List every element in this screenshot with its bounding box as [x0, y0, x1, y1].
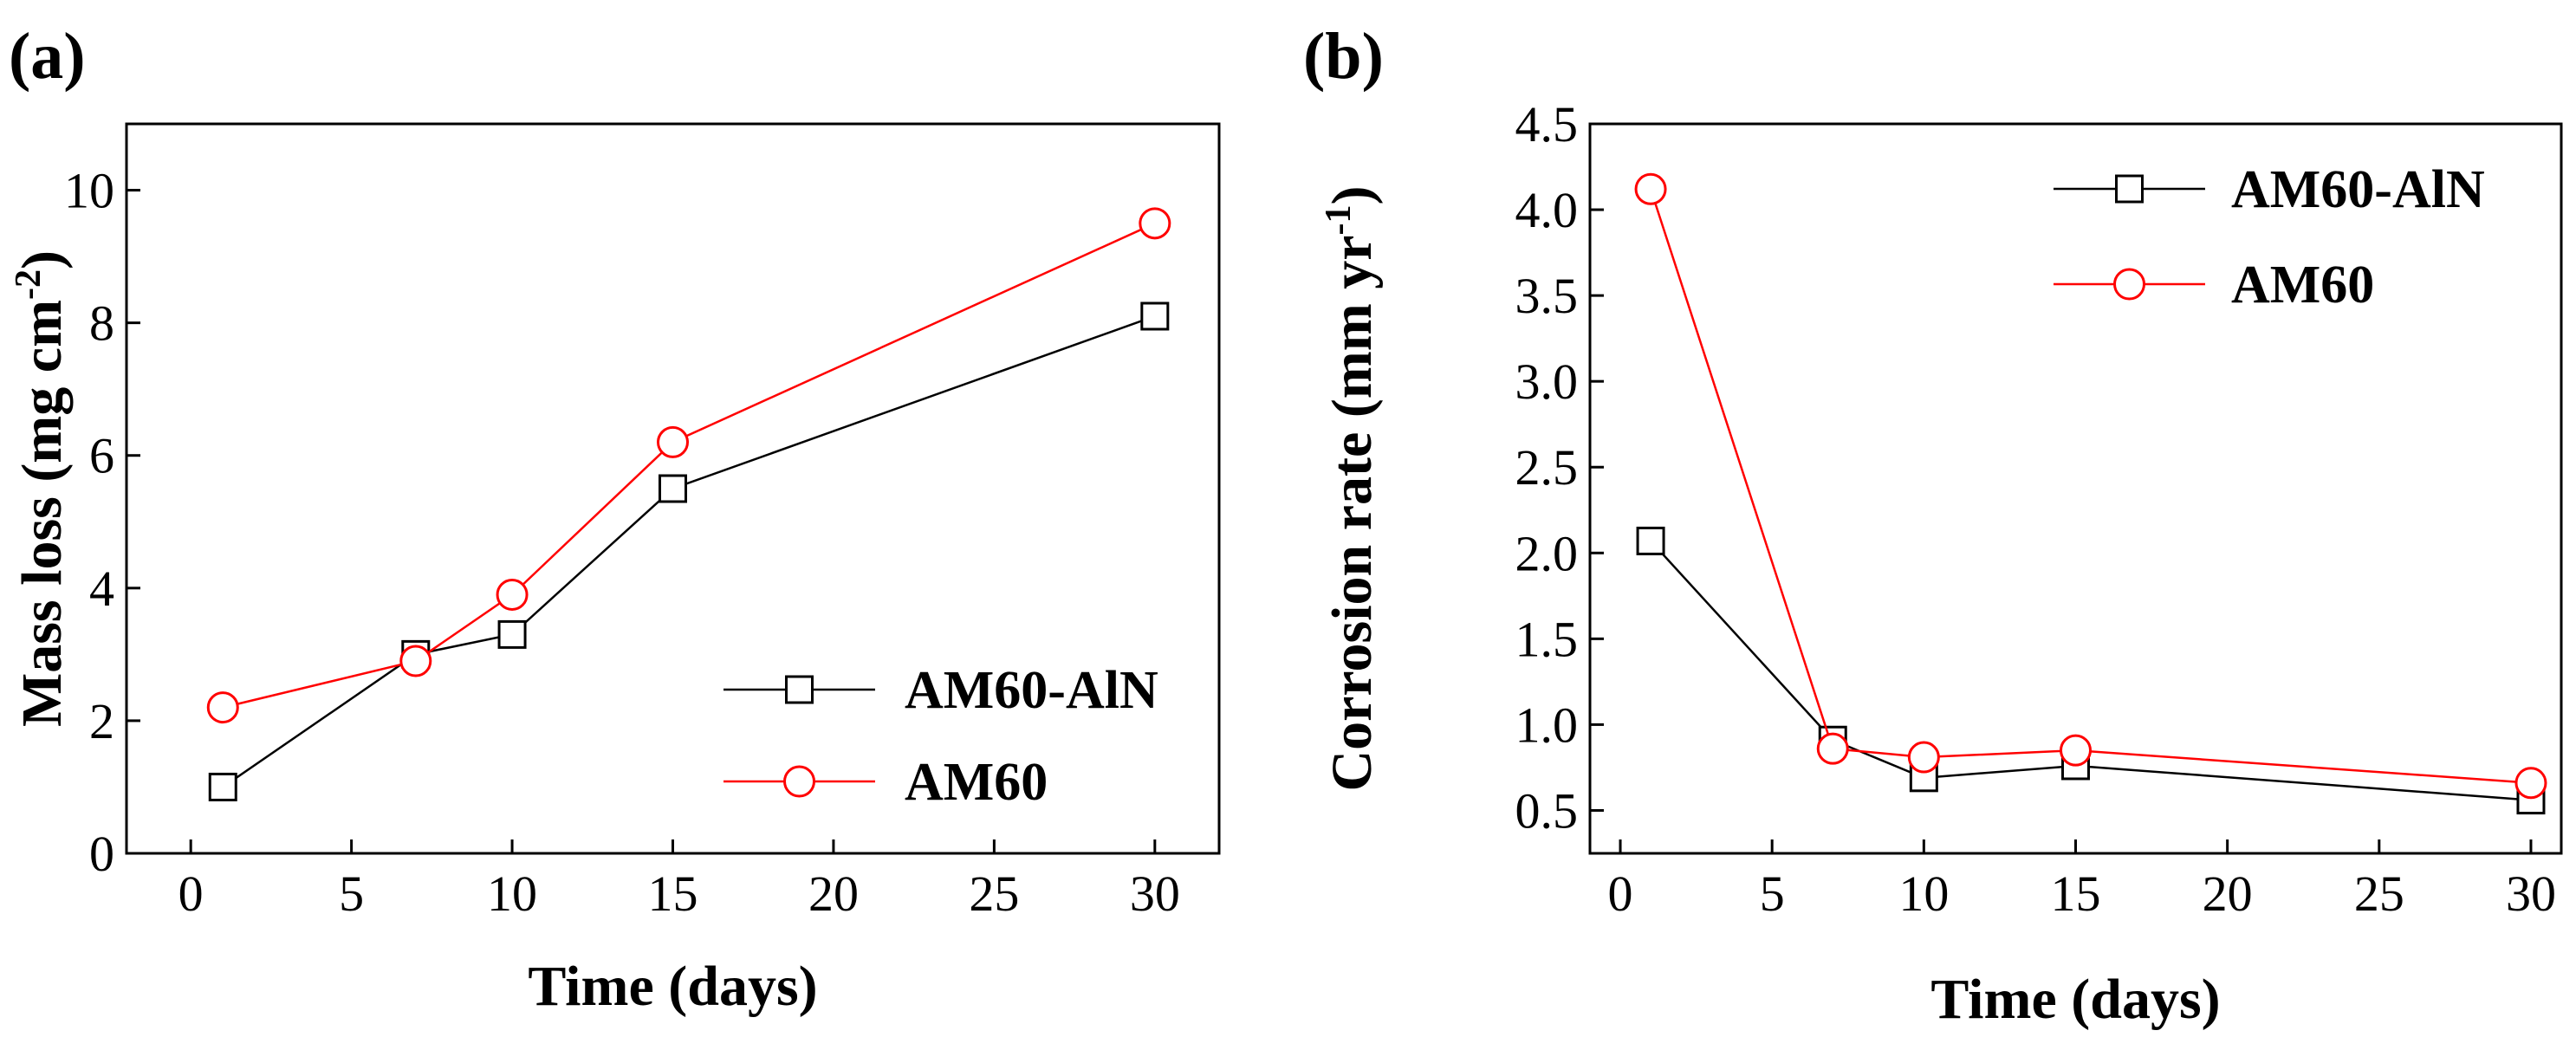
x-tick-label: 25 — [2354, 865, 2404, 922]
series-circle — [206, 207, 1171, 724]
y-tick-label: 6 — [89, 428, 114, 484]
data-point — [399, 645, 432, 677]
data-point — [659, 474, 687, 503]
series-square — [208, 301, 1170, 801]
y-tick-label: 4 — [89, 561, 114, 617]
data-point — [497, 619, 527, 649]
y-tick-label: 4.0 — [1515, 182, 1579, 238]
legend-marker — [2113, 268, 2145, 301]
x-tick-label: 5 — [1760, 865, 1785, 922]
series-line — [222, 222, 1156, 709]
y-tick-label: 1.0 — [1515, 697, 1579, 753]
x-tick-label: 20 — [808, 865, 859, 922]
y-tick-label: 2.5 — [1515, 439, 1579, 496]
x-tick-label: 30 — [1130, 865, 1180, 922]
legend-label: AM60 — [2231, 256, 2374, 314]
x-tick-label: 15 — [648, 865, 698, 922]
x-tick-label: 10 — [487, 865, 537, 922]
data-point — [206, 691, 239, 724]
panel-label: (b) — [1303, 20, 1384, 93]
data-point — [2514, 767, 2547, 800]
x-axis-title: Time (days) — [1930, 968, 2220, 1031]
legend-label: AM60-AlN — [2231, 160, 2485, 219]
data-point — [1636, 526, 1665, 555]
panel-a: (a) 0 5 10 15 20 25 30 0 2 4 6 8 10 Time (days) Mass lo… — [9, 20, 1221, 1018]
x-tick-label: 15 — [2051, 865, 2101, 922]
y-tick-label: 2 — [89, 693, 114, 749]
y-tick-label: 4.5 — [1515, 96, 1579, 152]
legend-marker — [2115, 174, 2144, 204]
legend-label: AM60-AlN — [905, 661, 1158, 720]
x-axis-title: Time (days) — [528, 955, 817, 1018]
data-point — [657, 425, 689, 458]
series-circle — [1634, 172, 2547, 800]
legend-label: AM60 — [905, 753, 1048, 812]
x-tick-label: 0 — [178, 865, 204, 922]
y-tick-label: 0.5 — [1515, 782, 1579, 839]
data-point — [1139, 207, 1171, 240]
series-line — [1650, 540, 2532, 801]
legend-marker — [783, 765, 815, 798]
y-tick-label: 1.5 — [1515, 611, 1579, 667]
x-tick-label: 30 — [2506, 865, 2556, 922]
x-tick-label: 0 — [1608, 865, 1633, 922]
series-square — [1636, 526, 2546, 815]
legend-marker — [785, 675, 814, 704]
panel-label: (a) — [9, 20, 86, 93]
data-point — [1634, 172, 1667, 205]
x-tick-label: 20 — [2203, 865, 2253, 922]
y-tick-label: 0 — [89, 826, 114, 882]
y-tick-label: 3.5 — [1515, 268, 1579, 324]
y-axis-title: Mass loss (mg cm-2) — [9, 250, 74, 727]
data-point — [1140, 301, 1170, 331]
data-point — [208, 772, 237, 801]
x-tick-label: 5 — [339, 865, 364, 922]
series-line — [1649, 188, 2532, 785]
data-point — [1907, 741, 1940, 774]
x-tick-label: 25 — [969, 865, 1019, 922]
y-tick-label: 3.0 — [1515, 353, 1579, 410]
x-tick-label: 10 — [1898, 865, 1949, 922]
y-tick-label: 8 — [89, 295, 114, 352]
panel-b: (b) 0 5 10 15 20 25 30 0.5 1.0 1.5 2.0 2.5 3.0 3.5 4.0 4… — [1303, 20, 2563, 1031]
data-point — [2060, 734, 2092, 767]
y-tick-label: 10 — [64, 163, 114, 219]
y-tick-label: 2.0 — [1515, 525, 1579, 581]
data-point — [1816, 732, 1849, 765]
y-axis-title: Corrosion rate (mm yr-1) — [1319, 185, 1384, 791]
data-point — [496, 578, 529, 611]
